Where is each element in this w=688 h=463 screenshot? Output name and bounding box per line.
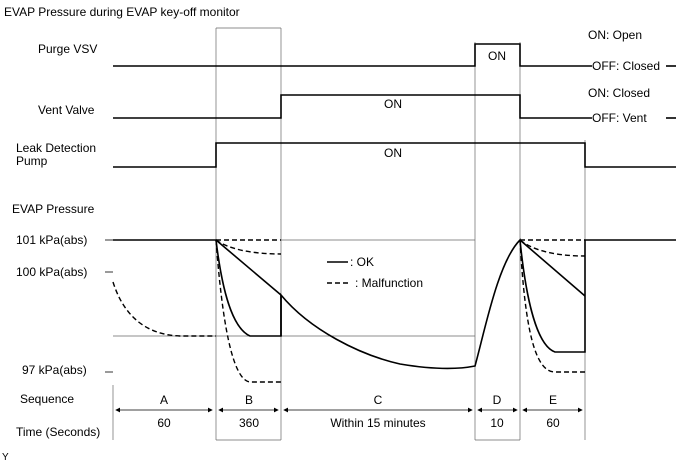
phase-d-time: 10 — [490, 416, 504, 430]
pump-on-text: ON — [384, 146, 402, 160]
pressure-ok-curve — [113, 238, 676, 370]
phase-b-name: B — [245, 393, 253, 407]
tick-97: 97 kPa(abs) — [22, 363, 87, 377]
purge-vsv-on-text: ON — [488, 49, 506, 63]
phase-e-name: E — [549, 393, 557, 407]
purge-vsv-state-off: OFF: Closed — [592, 59, 660, 73]
legend: : OK : Malfunction — [327, 255, 423, 290]
tick-100: 100 kPa(abs) — [16, 265, 87, 279]
vent-valve-state-on: ON: Closed — [588, 86, 650, 100]
pressure-malfunction-curve — [112, 239, 586, 383]
legend-ok: : OK — [350, 255, 374, 269]
vent-valve-label: Vent Valve — [38, 103, 95, 117]
time-label: Time (Seconds) — [16, 425, 100, 439]
phase-c-name: C — [374, 393, 383, 407]
phase-boundaries — [112, 27, 586, 441]
phase-a-name: A — [160, 393, 168, 407]
purge-vsv-state-on: ON: Open — [588, 28, 642, 42]
purge-vsv-label: Purge VSV — [38, 42, 97, 56]
pump-label-line2: Pump — [16, 154, 48, 168]
pump-trace — [113, 142, 676, 168]
vent-valve-trace — [113, 94, 592, 119]
phase-a-time: 60 — [157, 416, 171, 430]
purge-vsv-trace — [113, 43, 592, 67]
phase-b-time: 360 — [239, 416, 259, 430]
vent-valve-state-off: OFF: Vent — [592, 111, 647, 125]
footer-mark: Y — [2, 452, 9, 463]
vent-valve-on-text: ON — [384, 97, 402, 111]
tick-101: 101 kPa(abs) — [16, 233, 87, 247]
sequence-label: Sequence — [20, 392, 74, 406]
diagram-title: EVAP Pressure during EVAP key-off monito… — [4, 5, 240, 19]
phase-c-time: Within 15 minutes — [330, 416, 425, 430]
pressure-label: EVAP Pressure — [12, 202, 95, 216]
pump-label-line1: Leak Detection — [16, 141, 96, 155]
legend-malfunction: : Malfunction — [355, 276, 423, 290]
phase-e-time: 60 — [546, 416, 560, 430]
phase-d-name: D — [493, 393, 502, 407]
